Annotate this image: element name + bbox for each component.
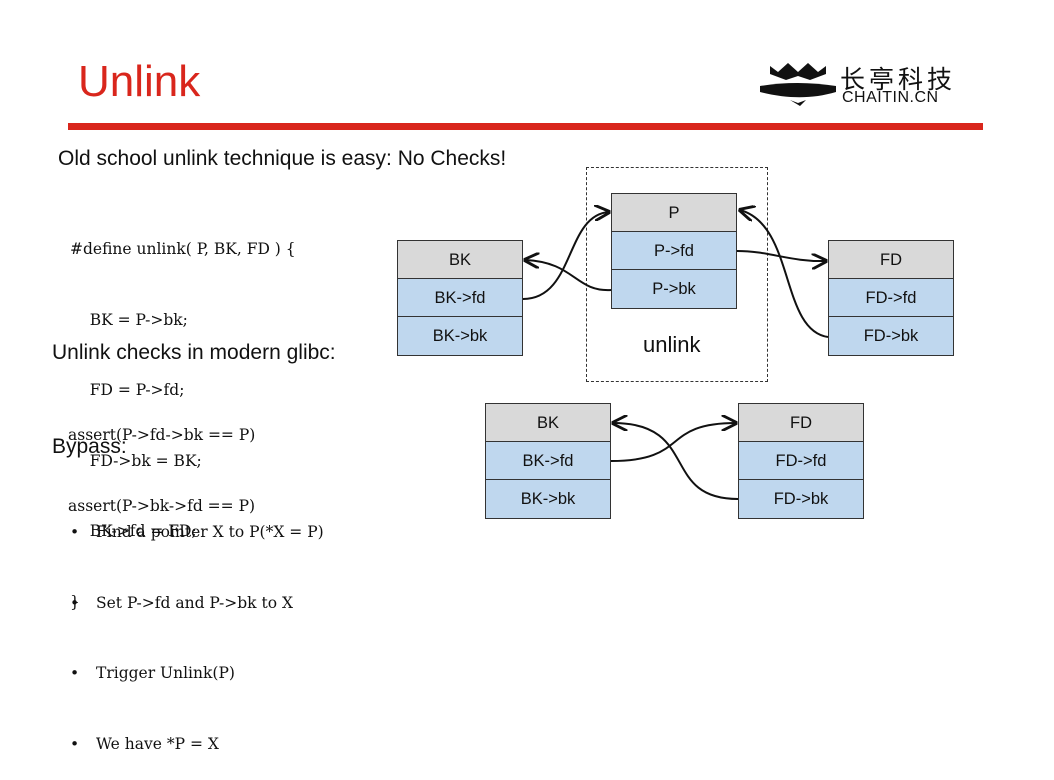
chunk-header: BK <box>398 241 522 279</box>
logo-chinese-text: 长亭科技 <box>840 65 957 94</box>
heading-bypass: Bypass: <box>52 435 127 458</box>
list-item: We have *P = X <box>70 733 324 757</box>
chunk-p: P P->fd P->bk <box>611 193 737 309</box>
code-line: FD = P->fd; <box>70 381 185 399</box>
unlink-label: unlink <box>643 332 701 357</box>
list-item: Set P->fd and P->bk to X <box>70 592 324 616</box>
chunk-fd-field: BK->fd <box>486 442 610 480</box>
bypass-list: Find a pointer X to P(*X = P) Set P->fd … <box>70 474 324 780</box>
arrow-bottom-bk-fd-to-fd <box>610 423 736 462</box>
heading-old-school: Old school unlink technique is easy: No … <box>58 147 507 170</box>
chunk-fd-field: BK->fd <box>398 279 522 317</box>
chunk-header: FD <box>739 404 863 442</box>
chunk-bk-bottom: BK BK->fd BK->bk <box>485 403 611 519</box>
heading-glibc-checks: Unlink checks in modern glibc: <box>52 341 336 364</box>
chunk-bk-field: FD->bk <box>829 317 953 355</box>
chunk-fd-field: P->fd <box>612 232 736 270</box>
chunk-fd-bottom: FD FD->fd FD->bk <box>738 403 864 519</box>
code-line: FD->bk = BK; <box>70 451 202 470</box>
code-line: assert(P->bk->fd == P) <box>68 496 256 515</box>
logo-domain-text: CHAITIN.CN <box>842 89 939 106</box>
assert-code-block: assert(P->fd->bk == P) assert(P->bk->fd … <box>68 377 255 542</box>
chunk-bk-field: BK->bk <box>398 317 522 355</box>
chunk-bk-field: P->bk <box>612 270 736 308</box>
chunk-header: P <box>612 194 736 232</box>
title-divider <box>68 123 983 130</box>
chunk-bk-top: BK BK->fd BK->bk <box>397 240 523 356</box>
chaitin-logo-icon <box>760 63 836 106</box>
chunk-fd-field: FD->fd <box>739 442 863 480</box>
code-line: BK = P->bk; <box>70 310 188 329</box>
chunk-fd-top: FD FD->fd FD->bk <box>828 240 954 356</box>
chunk-bk-field: FD->bk <box>739 480 863 518</box>
list-item: Trigger Unlink(P) <box>70 662 324 686</box>
code-line: #define unlink( P, BK, FD ) { <box>70 240 296 258</box>
chunk-bk-field: BK->bk <box>486 480 610 518</box>
code-line: assert(P->fd->bk == P) <box>68 426 256 444</box>
chunk-header: FD <box>829 241 953 279</box>
chunk-header: BK <box>486 404 610 442</box>
arrow-bottom-fd-bk-to-bk <box>613 423 739 500</box>
page-title: Unlink <box>78 57 201 106</box>
macro-code-block: #define unlink( P, BK, FD ) { BK = P->bk… <box>70 191 296 638</box>
chunk-fd-field: FD->fd <box>829 279 953 317</box>
list-item: Find a pointer X to P(*X = P) <box>70 521 324 545</box>
